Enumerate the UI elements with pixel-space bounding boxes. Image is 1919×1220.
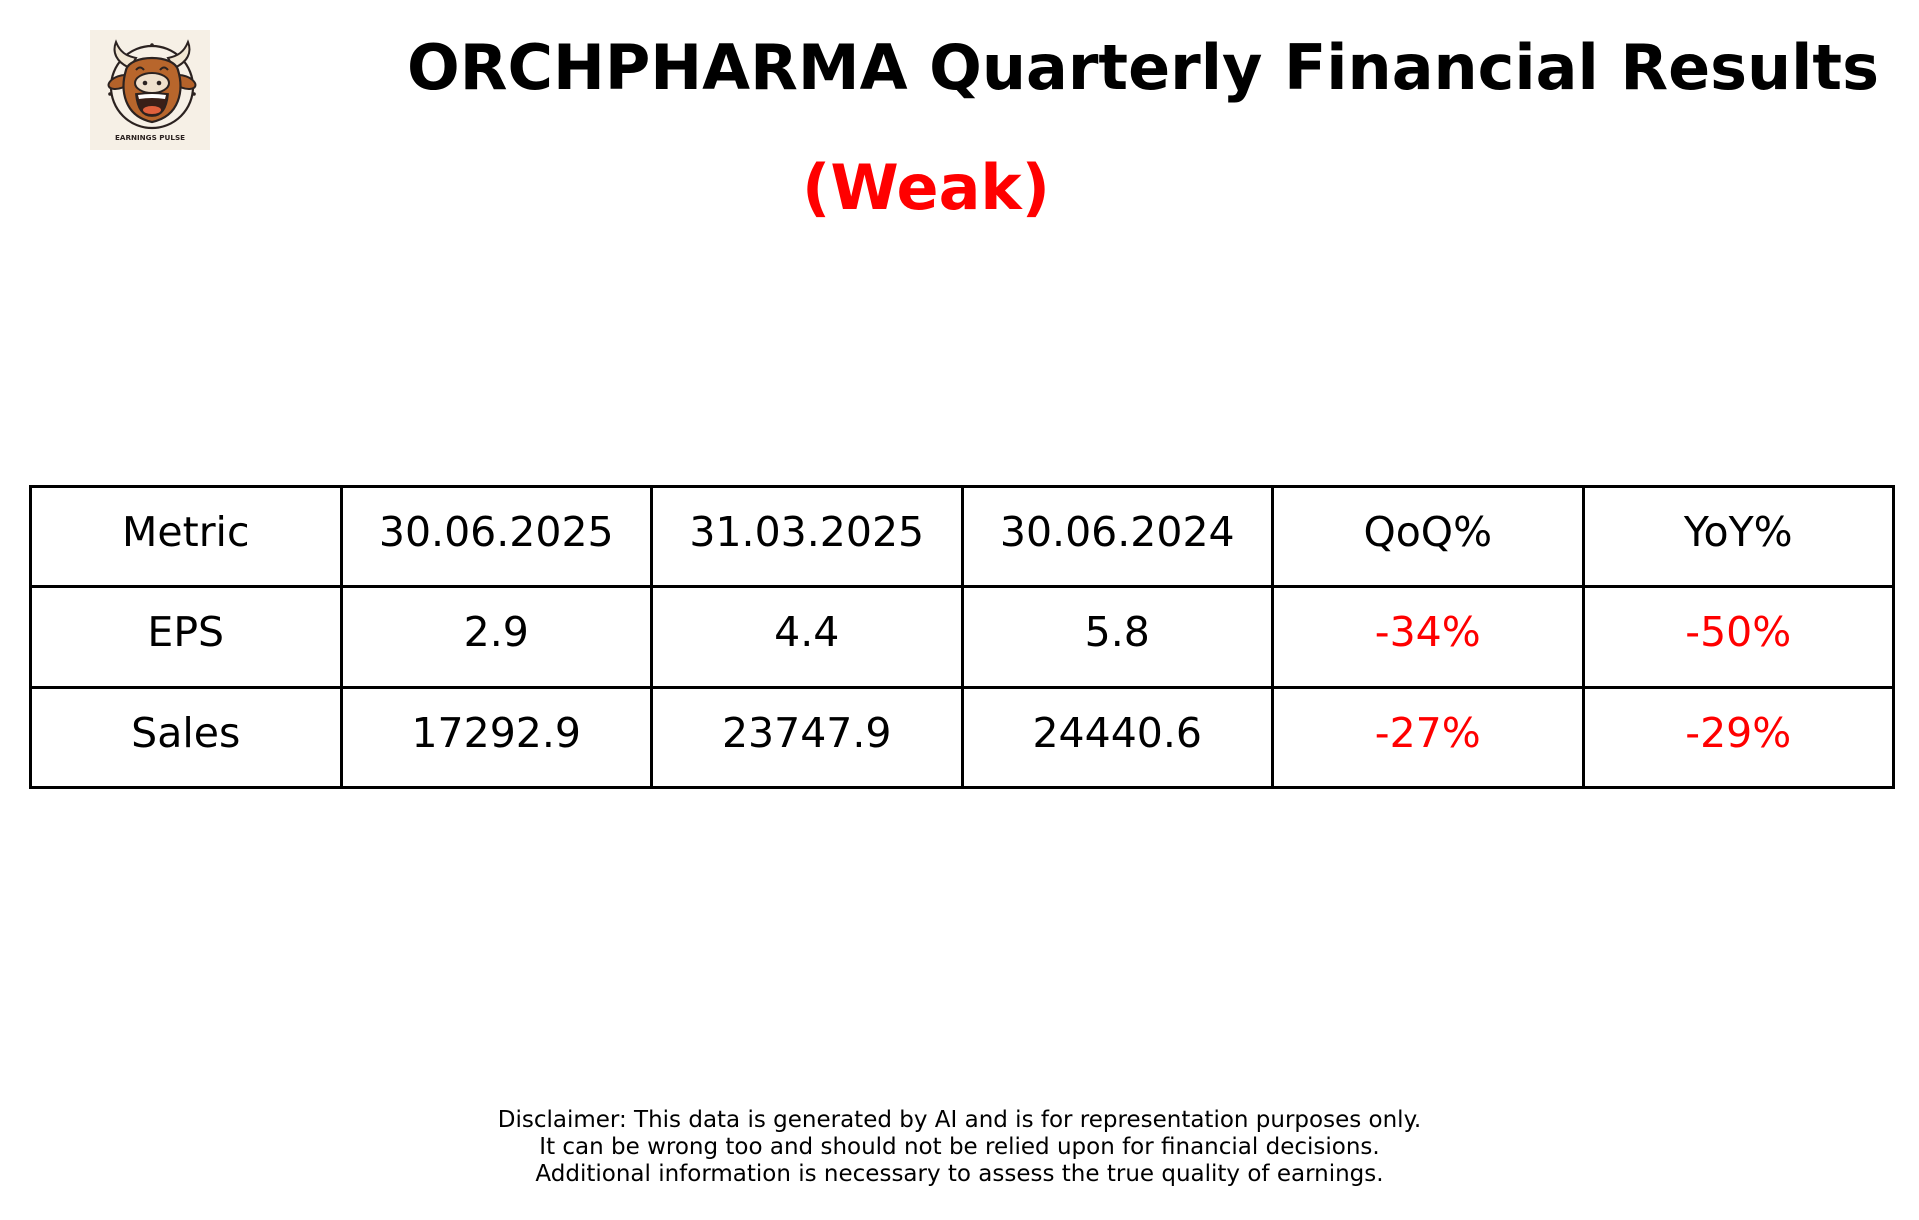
disclaimer: Disclaimer: This data is generated by AI…	[0, 1107, 1919, 1188]
column-header-qoq: QoQ%	[1271, 484, 1585, 589]
column-header-year-ago-quarter: 30.06.2024	[960, 484, 1274, 589]
disclaimer-line: It can be wrong too and should not be re…	[539, 1134, 1380, 1160]
metric-name: EPS	[29, 585, 343, 689]
value-previous-quarter: 23747.9	[650, 685, 964, 790]
yoy-change: -29%	[1581, 685, 1895, 790]
metric-name: Sales	[29, 685, 343, 790]
value-current-quarter: 2.9	[339, 585, 653, 689]
svg-text:EARNINGS PULSE: EARNINGS PULSE	[115, 133, 185, 142]
value-year-ago-quarter: 5.8	[960, 585, 1274, 689]
qoq-change: -27%	[1271, 685, 1585, 790]
value-current-quarter: 17292.9	[339, 685, 653, 790]
yoy-change: -50%	[1581, 585, 1895, 689]
qoq-change: -34%	[1271, 585, 1585, 689]
value-previous-quarter: 4.4	[650, 585, 964, 689]
disclaimer-line: Disclaimer: This data is generated by AI…	[497, 1107, 1422, 1133]
bull-mascot-icon: EARNINGS PULSE	[107, 39, 197, 142]
column-header-metric: Metric	[29, 484, 343, 589]
table-row: Sales 17292.9 23747.9 24440.6 -27% -29%	[29, 685, 1895, 790]
results-table: Metric 30.06.2025 31.03.2025 30.06.2024 …	[29, 484, 1895, 790]
column-header-current-quarter: 30.06.2025	[339, 484, 653, 589]
page-title: ORCHPHARMA Quarterly Financial Results	[407, 31, 1879, 104]
value-year-ago-quarter: 24440.6	[960, 685, 1274, 790]
column-header-yoy: YoY%	[1581, 484, 1895, 589]
table-row: EPS 2.9 4.4 5.8 -34% -50%	[29, 585, 1895, 689]
column-header-previous-quarter: 31.03.2025	[650, 484, 964, 589]
earnings-pulse-logo: EARNINGS PULSE	[90, 30, 210, 150]
disclaimer-line: Additional information is necessary to a…	[535, 1161, 1384, 1187]
rating-label: (Weak)	[802, 151, 1050, 224]
table-header-row: Metric 30.06.2025 31.03.2025 30.06.2024 …	[29, 484, 1895, 589]
